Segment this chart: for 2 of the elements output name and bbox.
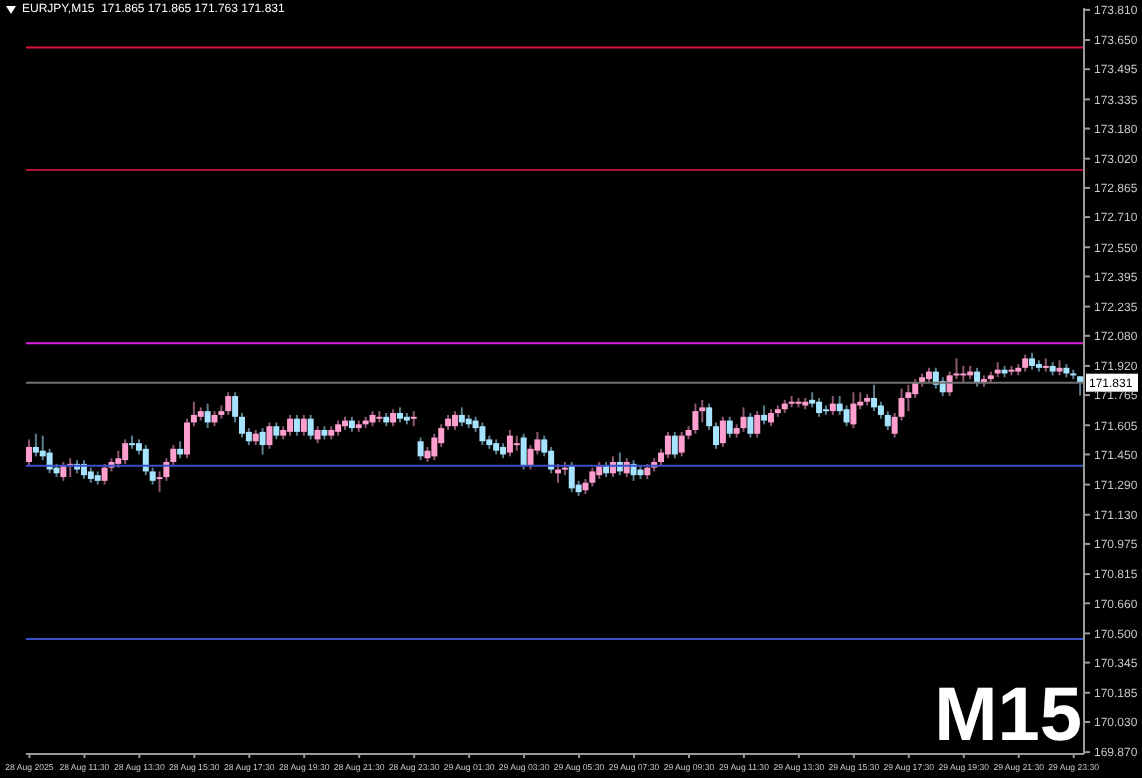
candlestick <box>1042 357 1049 373</box>
annotation: M15 <box>934 674 1082 758</box>
